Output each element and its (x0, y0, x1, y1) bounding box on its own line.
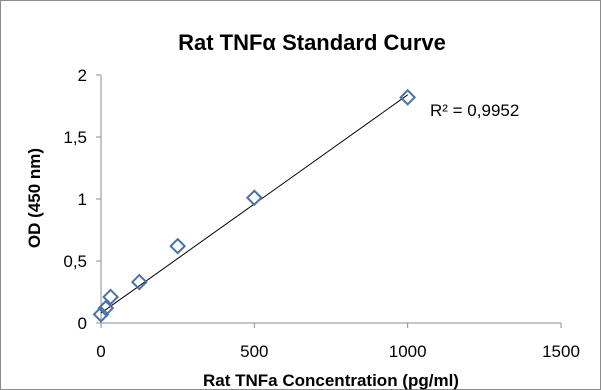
x-tick-label: 1500 (542, 342, 580, 361)
data-point (169, 237, 187, 255)
data-points (92, 88, 417, 323)
x-tick-label: 1000 (389, 342, 427, 361)
chart-title: Rat TNFα Standard Curve (178, 30, 446, 55)
x-tick-label: 0 (96, 342, 105, 361)
data-point (92, 305, 110, 323)
data-point (130, 273, 148, 291)
x-axis-label: Rat TNFa Concentration (pg/ml) (203, 371, 459, 390)
y-tick-label: 1,5 (63, 128, 87, 147)
data-point (399, 88, 417, 106)
y-tick-label: 2 (78, 66, 87, 85)
y-tick-label: 0,5 (63, 252, 87, 271)
y-axis-label: OD (450 nm) (25, 148, 44, 248)
y-tick-label: 1 (78, 190, 87, 209)
axis-ticks: 0 0,5 1 1,5 2 0 500 1000 1500 (63, 66, 580, 361)
data-point (97, 299, 115, 317)
y-tick-label: 0 (78, 314, 87, 333)
data-point (245, 189, 263, 207)
x-tick-label: 500 (240, 342, 268, 361)
data-point (102, 288, 119, 306)
r-squared-label: R² = 0,9952 (430, 101, 519, 120)
